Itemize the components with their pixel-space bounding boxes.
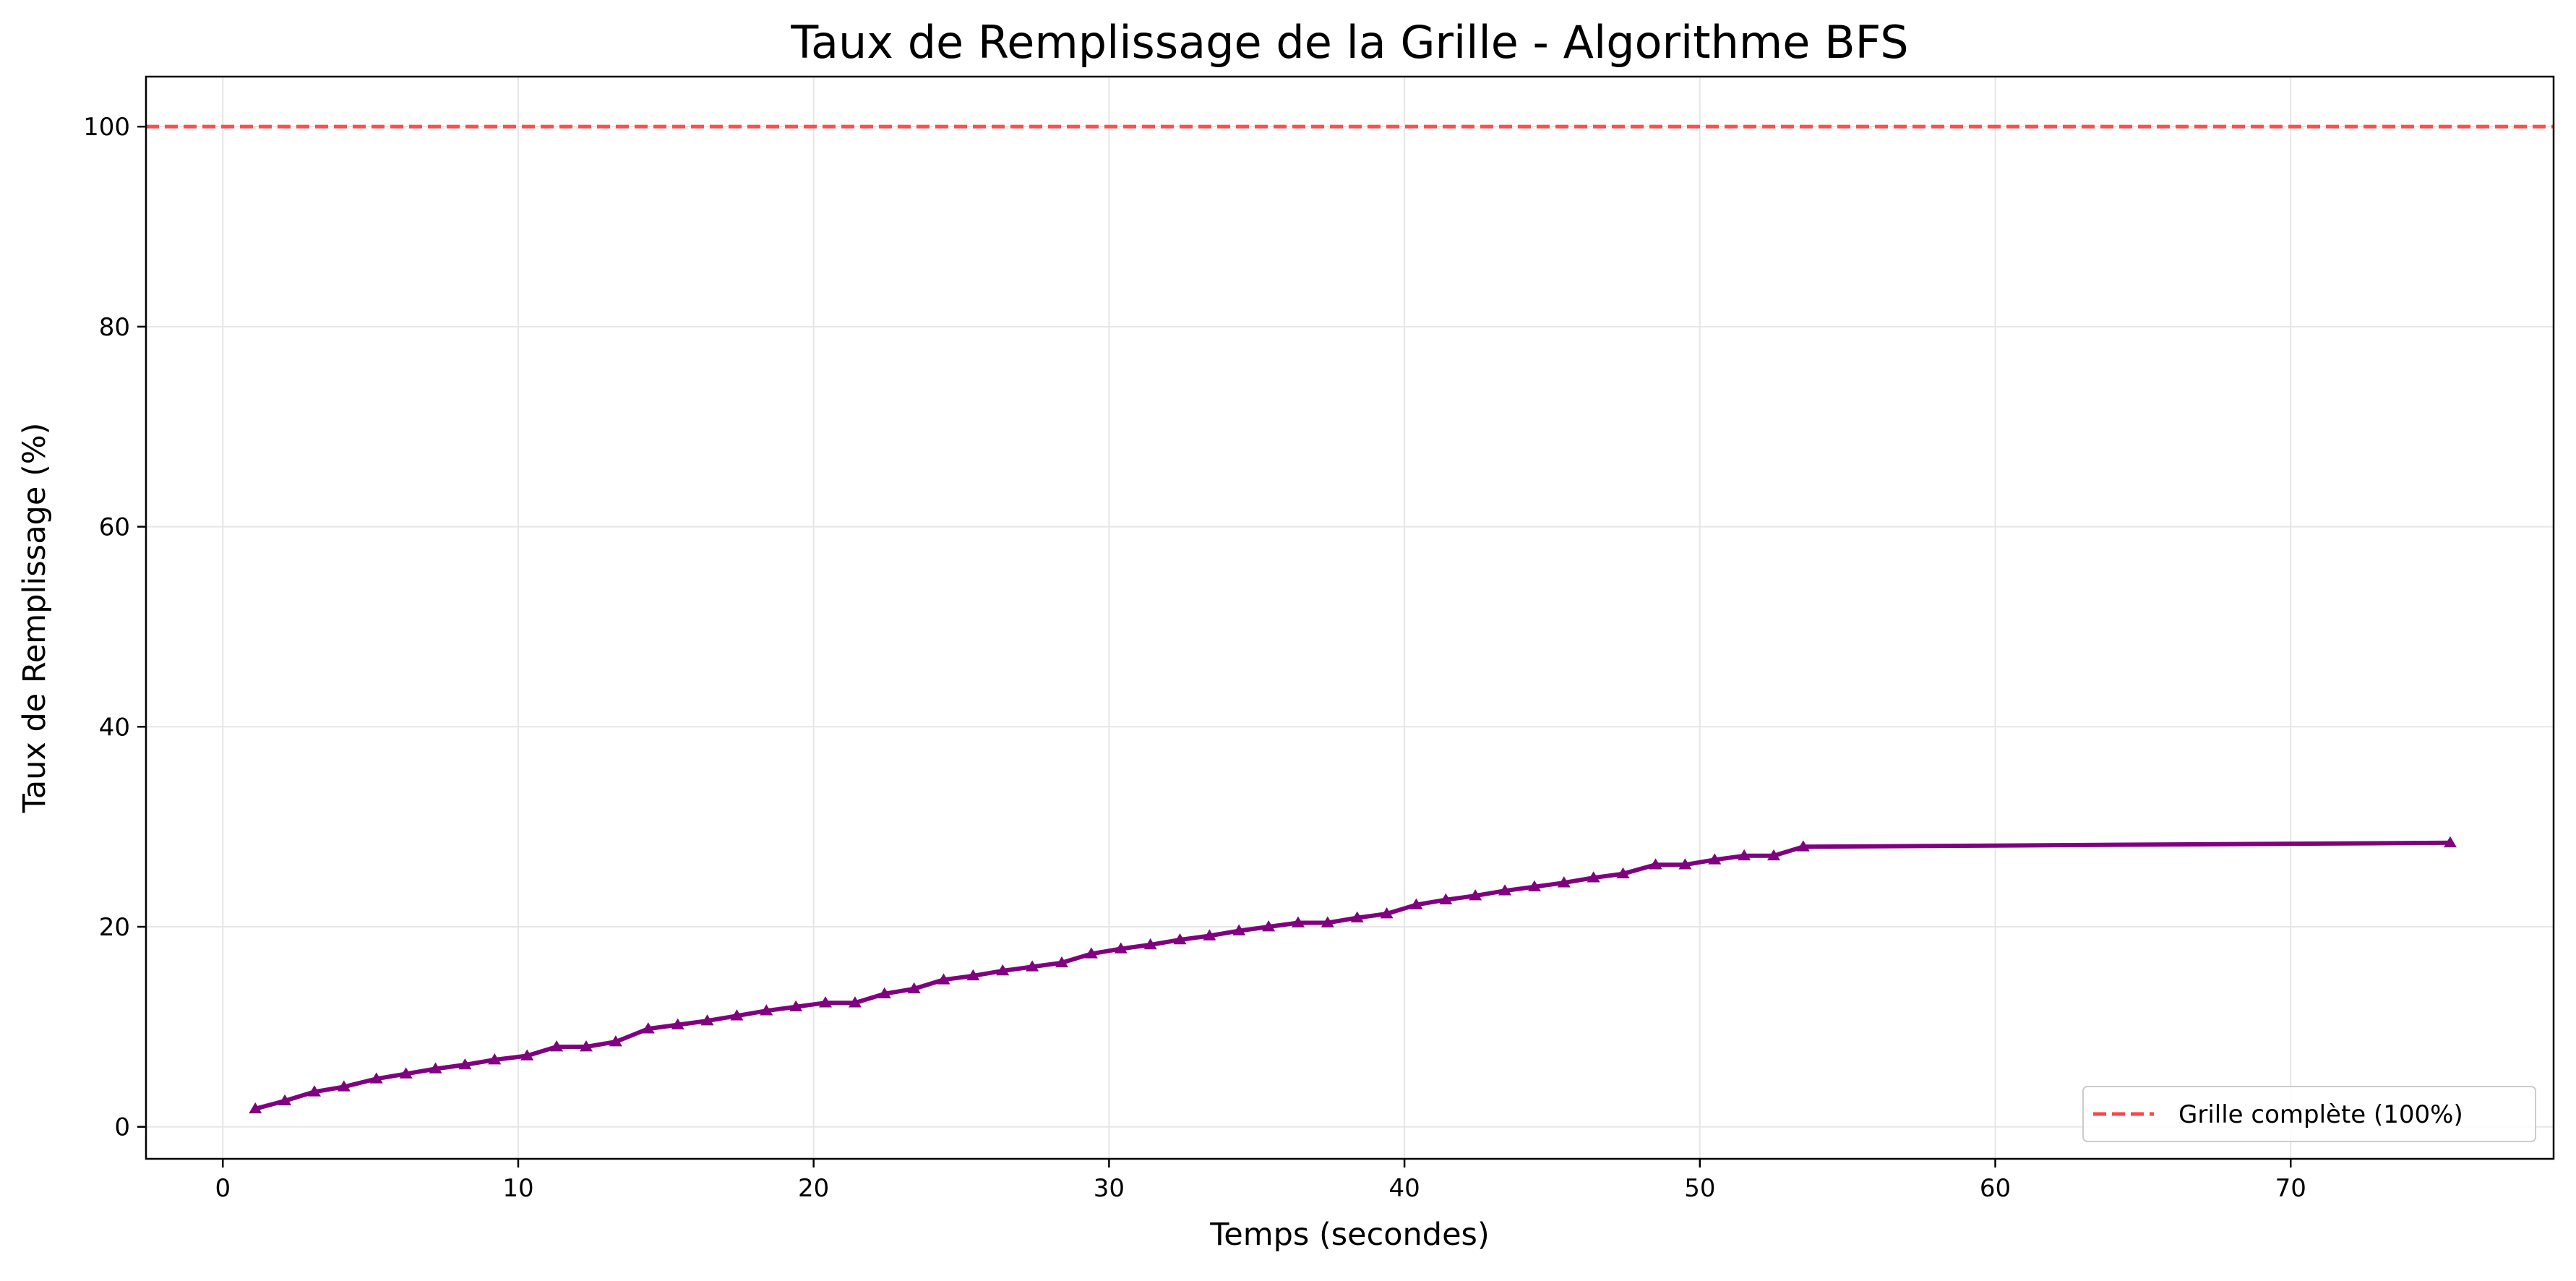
data-point-marker (996, 964, 1010, 976)
data-point-marker (848, 996, 862, 1008)
data-point-marker (1498, 884, 1512, 896)
y-tick-label: 60 (99, 513, 130, 542)
data-point-marker (1114, 942, 1128, 954)
data-point-marker (399, 1067, 413, 1079)
data-point-marker (1649, 858, 1662, 870)
data-point-marker (1587, 871, 1600, 883)
data-point-marker (520, 1049, 534, 1061)
x-tick-label: 60 (1980, 1174, 2011, 1203)
data-point-marker (579, 1040, 593, 1052)
data-point-marker (1173, 933, 1187, 945)
data-point-marker (550, 1040, 564, 1052)
data-point-marker (337, 1080, 351, 1092)
data-point-marker (760, 1004, 773, 1016)
data-point-marker (1143, 938, 1157, 950)
data-point-marker (877, 987, 891, 999)
x-axis-label: Temps (secondes) (1209, 1217, 1489, 1253)
x-tick-label: 10 (502, 1174, 533, 1203)
data-point-marker (671, 1018, 684, 1029)
y-tick-label: 80 (99, 313, 130, 342)
data-point-marker (819, 996, 833, 1008)
y-axis-label: Taux de Remplissage (%) (17, 423, 53, 814)
data-point-marker (1026, 960, 1039, 972)
data-point-marker (1262, 920, 1276, 932)
data-point-marker (1380, 907, 1394, 919)
chart-title: Taux de Remplissage de la Grille - Algor… (790, 16, 1908, 69)
data-point-marker (1708, 853, 1722, 865)
x-tick-label: 0 (215, 1174, 231, 1203)
legend-box (2082, 1086, 2536, 1142)
x-tick-label: 40 (1388, 1174, 1420, 1203)
data-point-marker (1767, 849, 1781, 861)
y-tick-label: 40 (99, 713, 130, 742)
data-point-marker (1616, 867, 1630, 878)
x-tick-label: 70 (2275, 1174, 2306, 1203)
data-point-marker (1203, 929, 1216, 941)
data-point-marker (1321, 916, 1334, 927)
y-tick-label: 0 (114, 1113, 130, 1142)
data-point-marker (1469, 889, 1482, 901)
data-point-marker (1796, 840, 1810, 852)
data-point-marker (700, 1014, 714, 1026)
data-point-marker (966, 969, 980, 981)
data-point-marker (1084, 947, 1098, 959)
data-point-marker (789, 1000, 803, 1012)
data-point-marker (1232, 924, 1246, 935)
data-point-marker (278, 1094, 292, 1106)
x-tick-label: 30 (1094, 1174, 1125, 1203)
series-line (254, 840, 2451, 1111)
data-point-marker (1350, 911, 1364, 922)
data-point-marker (429, 1062, 442, 1074)
data-point-marker (307, 1085, 321, 1097)
data-point-marker (937, 973, 950, 985)
legend-label-reference: Grille complète (100%) (2178, 1100, 2463, 1129)
x-tick-label: 20 (798, 1174, 829, 1203)
data-point-marker (369, 1072, 383, 1084)
grid-lines (146, 77, 2554, 1159)
axis-ticks: 0 10 20 30 40 50 60 70 0 20 40 60 80 100 (83, 113, 2306, 1203)
x-tick-label: 50 (1684, 1174, 1715, 1203)
data-point-marker (2443, 836, 2457, 848)
data-point-marker (1439, 893, 1453, 904)
data-point-marker (730, 1009, 744, 1021)
data-point-marker (641, 1022, 655, 1034)
data-point-marker (1557, 876, 1571, 888)
data-point-marker (1291, 916, 1305, 927)
data-point-marker (907, 982, 921, 994)
data-point-marker (609, 1035, 622, 1047)
data-point-marker (458, 1058, 472, 1070)
data-point-marker (249, 1102, 262, 1114)
y-tick-label: 20 (99, 913, 130, 942)
data-point-marker (1738, 849, 1751, 861)
data-point-marker (1055, 956, 1069, 968)
data-point-marker (1678, 858, 1692, 870)
plot-frame (145, 75, 2555, 1160)
data-point-marker (488, 1053, 502, 1065)
legend: Grille complète (100%) (2082, 1086, 2536, 1142)
data-point-marker (1409, 898, 1423, 909)
series-group (249, 836, 2457, 1114)
y-tick-label: 100 (83, 113, 130, 142)
data-point-marker (1527, 880, 1541, 891)
